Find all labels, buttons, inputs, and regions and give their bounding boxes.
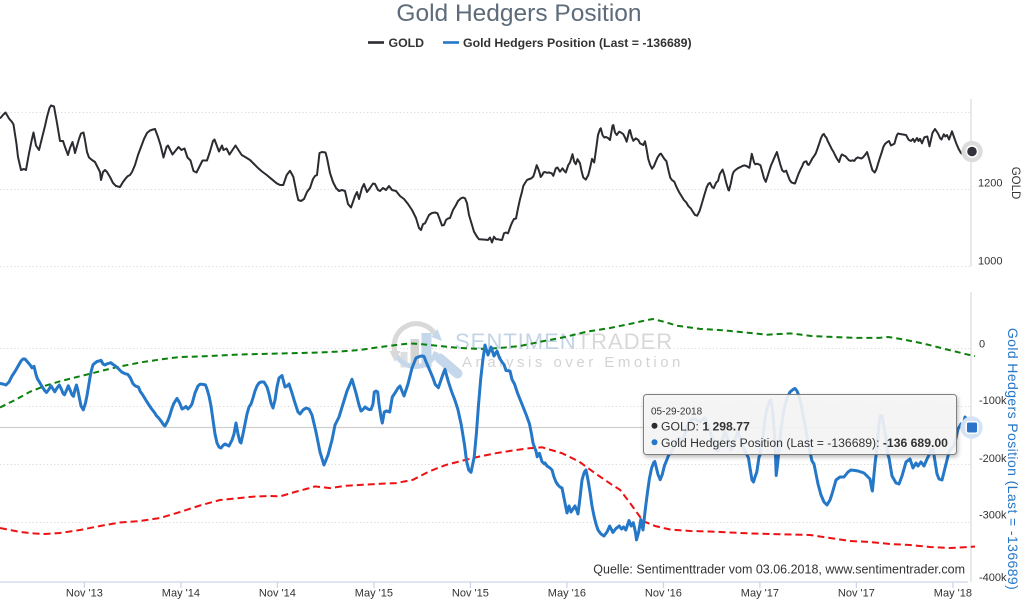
svg-text:Nov '14: Nov '14	[259, 588, 296, 600]
svg-text:May '17: May '17	[741, 588, 779, 600]
svg-text:May '15: May '15	[355, 588, 393, 600]
svg-text:Nov '15: Nov '15	[452, 588, 489, 600]
svg-text:GOLD: GOLD	[1009, 167, 1021, 200]
svg-text:-300k: -300k	[979, 510, 1007, 522]
svg-text:Nov '17: Nov '17	[838, 588, 875, 600]
svg-text:Gold Hedgers Position (Last =: Gold Hedgers Position (Last = -136689): …	[661, 436, 948, 450]
svg-text:GOLD: 1 298.77: GOLD: 1 298.77	[661, 420, 750, 434]
svg-text:-200k: -200k	[979, 453, 1007, 465]
svg-text:1000: 1000	[978, 255, 1002, 267]
svg-text:Nov '13: Nov '13	[66, 588, 103, 600]
svg-text:0: 0	[979, 338, 985, 350]
svg-text:May '14: May '14	[162, 588, 200, 600]
svg-text:Quelle: Sentimenttrader vom 03: Quelle: Sentimenttrader vom 03.06.2018, …	[593, 563, 965, 577]
svg-text:Gold Hedgers Position: Gold Hedgers Position	[396, 0, 641, 27]
svg-text:-100k: -100k	[979, 395, 1007, 407]
svg-text:1200: 1200	[978, 178, 1002, 190]
svg-text:GOLD: GOLD	[389, 36, 425, 50]
svg-text:05-29-2018: 05-29-2018	[651, 407, 703, 418]
svg-text:Nov '16: Nov '16	[645, 588, 682, 600]
svg-text:Gold Hedgers Position (Last =: Gold Hedgers Position (Last = -136689)	[463, 36, 692, 50]
svg-text:-400k: -400k	[979, 572, 1007, 584]
svg-text:Gold Hedgers Position (Last =: Gold Hedgers Position (Last = -136689)	[1005, 328, 1021, 590]
svg-text:May '16: May '16	[548, 588, 586, 600]
svg-text:Analysis over Emotion: Analysis over Emotion	[462, 354, 684, 371]
svg-text:May '18: May '18	[934, 588, 972, 600]
